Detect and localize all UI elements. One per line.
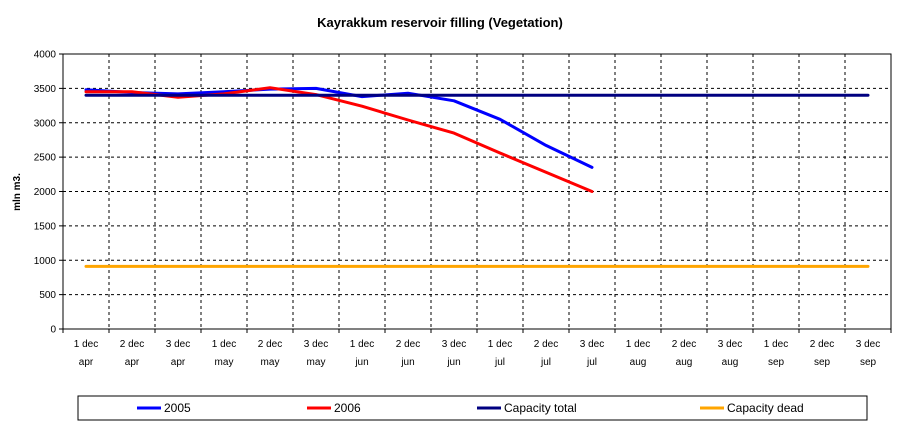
x-tick-label-line2: aug	[676, 357, 693, 368]
y-tick-label: 500	[39, 290, 56, 301]
x-tick-label-line1: 3 dec	[718, 339, 742, 350]
x-tick-label-line2: sep	[814, 357, 831, 368]
legend-label-3: Capacity dead	[727, 401, 804, 415]
series-line-0	[84, 86, 594, 169]
x-tick-label-line1: 1 dec	[212, 339, 236, 350]
x-tick-label-line1: 1 dec	[764, 339, 788, 350]
x-tick-label-line2: may	[307, 357, 326, 368]
y-tick-label: 4000	[34, 50, 57, 61]
x-tick-label-line1: 3 dec	[580, 339, 604, 350]
y-tick-label: 3500	[34, 84, 57, 95]
x-tick-label-line2: may	[215, 357, 234, 368]
x-tick-label-line1: 1 dec	[74, 339, 98, 350]
x-tick-label-line1: 2 dec	[810, 339, 834, 350]
x-tick-label-line1: 2 dec	[120, 339, 144, 350]
x-tick-label-line1: 1 dec	[488, 339, 512, 350]
grid-lines	[63, 54, 891, 329]
x-tick-label-line2: aug	[630, 357, 647, 368]
y-tick-label: 0	[50, 325, 56, 336]
x-tick-label-line1: 1 dec	[350, 339, 374, 350]
y-axis-ticks: 0 500 1000 1500 2000 2500 3000 3500 4000	[34, 50, 63, 336]
legend-label-0: 2005	[164, 401, 191, 415]
legend-label-1: 2006	[334, 401, 361, 415]
x-tick-label-line2: jul	[586, 357, 597, 368]
x-tick-label-line2: jul	[494, 357, 505, 368]
x-tick-label-line1: 2 dec	[534, 339, 558, 350]
y-tick-label: 3000	[34, 118, 57, 129]
x-tick-label-line2: apr	[79, 357, 94, 368]
x-tick-label-line1: 1 dec	[626, 339, 650, 350]
x-tick-label-line2: apr	[171, 357, 186, 368]
y-tick-label: 1500	[34, 221, 57, 232]
x-tick-label-line1: 2 dec	[258, 339, 282, 350]
x-tick-label-line2: apr	[125, 357, 140, 368]
x-tick-label-line2: jun	[354, 357, 368, 368]
legend: 2005 2006 Capacity total Capacity dead	[77, 395, 868, 421]
x-tick-label-line1: 3 dec	[304, 339, 328, 350]
x-tick-label-line2: aug	[722, 357, 739, 368]
chart-title: Kayrakkum reservoir filling (Vegetation)	[317, 15, 563, 30]
x-tick-label-line2: jul	[540, 357, 551, 368]
x-tick-label-line2: sep	[860, 357, 877, 368]
y-axis-label: mln m3.	[12, 173, 23, 211]
x-tick-label-line2: jun	[446, 357, 460, 368]
y-tick-label: 2500	[34, 153, 57, 164]
x-tick-label-line1: 2 dec	[672, 339, 696, 350]
x-tick-label-line1: 3 dec	[166, 339, 190, 350]
legend-label-2: Capacity total	[504, 401, 577, 415]
x-tick-label-line2: may	[261, 357, 280, 368]
x-tick-label-line1: 2 dec	[396, 339, 420, 350]
x-tick-label-line2: sep	[768, 357, 785, 368]
y-tick-label: 1000	[34, 256, 57, 267]
y-tick-label: 2000	[34, 187, 57, 198]
series-lines	[84, 86, 870, 268]
x-tick-label-line2: jun	[400, 357, 414, 368]
legend-box	[77, 395, 868, 421]
x-tick-label-line1: 3 dec	[856, 339, 880, 350]
x-axis-ticks: 1 dec apr 2 dec apr 3 dec apr 1 dec may 2 dec may…	[62, 329, 892, 368]
x-tick-label-line1: 3 dec	[442, 339, 466, 350]
